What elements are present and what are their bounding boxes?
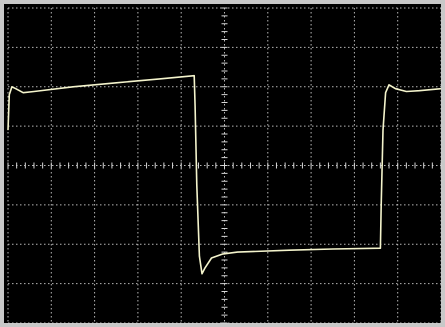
center-axis-ticks [7, 7, 442, 324]
screen-background [4, 4, 441, 323]
waveform-traces [7, 74, 442, 275]
waveform-trace [7, 74, 442, 275]
